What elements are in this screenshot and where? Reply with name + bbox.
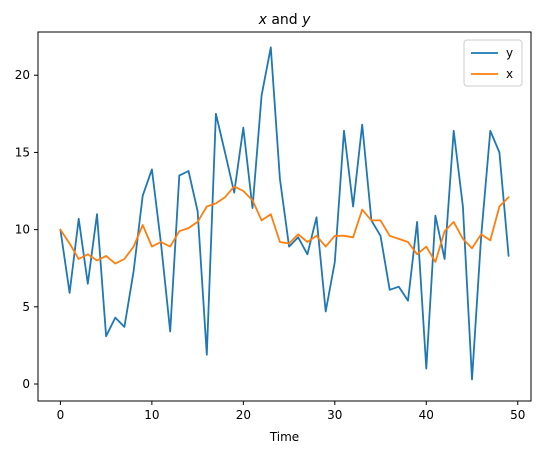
y-tick-label: 15: [15, 145, 30, 159]
chart-title: x and y: [258, 12, 312, 28]
x-axis: 0 10 20 30 40 50: [57, 401, 525, 422]
y-tick-label: 20: [15, 68, 30, 82]
legend-label-y: y: [506, 46, 513, 60]
y-tick-label: 10: [15, 223, 30, 237]
series-line-x: [59, 185, 510, 265]
x-tick-label: 10: [144, 408, 159, 422]
legend-label-x: x: [506, 67, 513, 81]
x-tick-label: 20: [236, 408, 251, 422]
x-axis-label: Time: [269, 430, 299, 444]
series-line-y: [59, 46, 510, 381]
y-tick-label: 5: [22, 300, 30, 314]
series-group: [59, 46, 510, 381]
legend-box: [463, 39, 523, 87]
x-tick-label: 30: [327, 408, 342, 422]
x-tick-label: 50: [510, 408, 525, 422]
y-tick-label: 0: [22, 377, 30, 391]
x-tick-label: 40: [419, 408, 434, 422]
x-tick-label: 0: [57, 408, 65, 422]
y-axis: 0 5 10 15 20: [15, 68, 38, 391]
legend: yx: [463, 39, 523, 87]
